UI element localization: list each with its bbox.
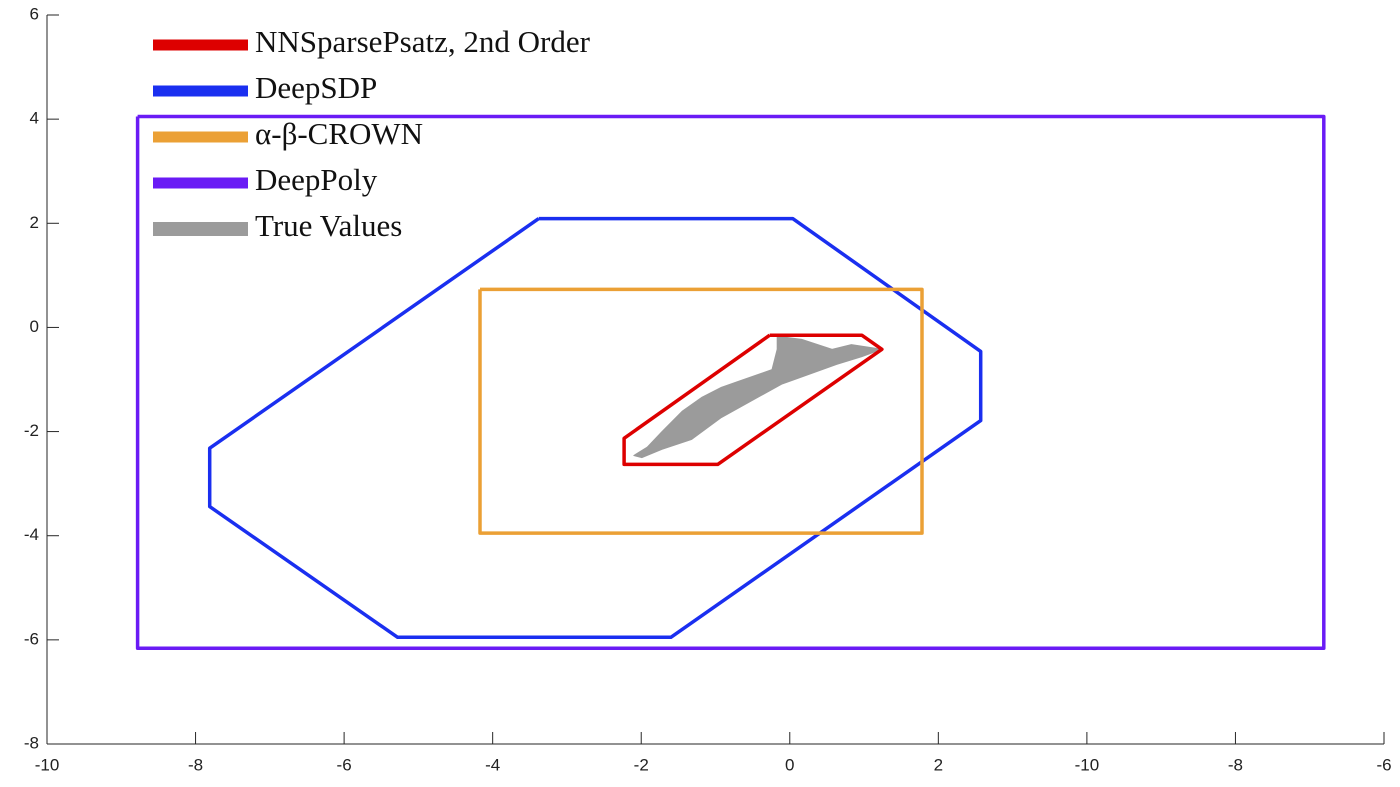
x-tick-label: 2 bbox=[934, 755, 943, 774]
bound-polygon bbox=[478, 287, 924, 535]
x-tick-label: -6 bbox=[1376, 755, 1391, 774]
y-tick-label: 6 bbox=[30, 4, 39, 23]
y-tick-label: -2 bbox=[24, 421, 39, 440]
x-tick-label: -10 bbox=[35, 755, 60, 774]
bound-polygon bbox=[207, 216, 983, 640]
y-tick-label: 4 bbox=[30, 109, 39, 128]
x-tick-label: -8 bbox=[188, 755, 203, 774]
y-tick-label: -8 bbox=[24, 733, 39, 752]
x-tick-label: -4 bbox=[485, 755, 500, 774]
y-tick-label: -6 bbox=[24, 629, 39, 648]
y-tick-label: 0 bbox=[30, 317, 39, 336]
y-tick-label: -4 bbox=[24, 525, 39, 544]
x-tick-label: -6 bbox=[337, 755, 352, 774]
legend-label: DeepPoly bbox=[255, 162, 378, 197]
x-tick-label: -10 bbox=[1075, 755, 1100, 774]
legend-label: True Values bbox=[255, 208, 402, 243]
legend-label: NNSparsePsatz, 2nd Order bbox=[255, 24, 591, 59]
y-tick-label: 2 bbox=[30, 213, 39, 232]
x-tick-label: -2 bbox=[634, 755, 649, 774]
bound-polygon bbox=[135, 114, 1326, 650]
legend-label: α-β-CROWN bbox=[255, 116, 423, 151]
bound-polygon bbox=[622, 333, 884, 467]
region bbox=[633, 335, 883, 459]
legend-label: DeepSDP bbox=[255, 70, 377, 105]
x-tick-label: 0 bbox=[785, 755, 794, 774]
x-tick-label: -8 bbox=[1228, 755, 1243, 774]
